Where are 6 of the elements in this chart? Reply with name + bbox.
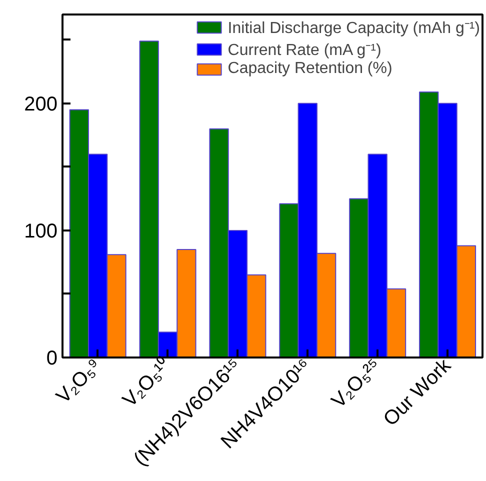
legend-label: Capacity Retention (%) (228, 60, 392, 78)
y-tick-label: 100 (24, 220, 58, 242)
y-tick-label: 200 (24, 93, 58, 116)
legend-label: Current Rate (mA g⁻¹) (228, 41, 382, 60)
y-tick-label: 0 (46, 348, 58, 370)
legend-label: Initial Discharge Capacity (mAh g⁻¹) (228, 19, 480, 38)
